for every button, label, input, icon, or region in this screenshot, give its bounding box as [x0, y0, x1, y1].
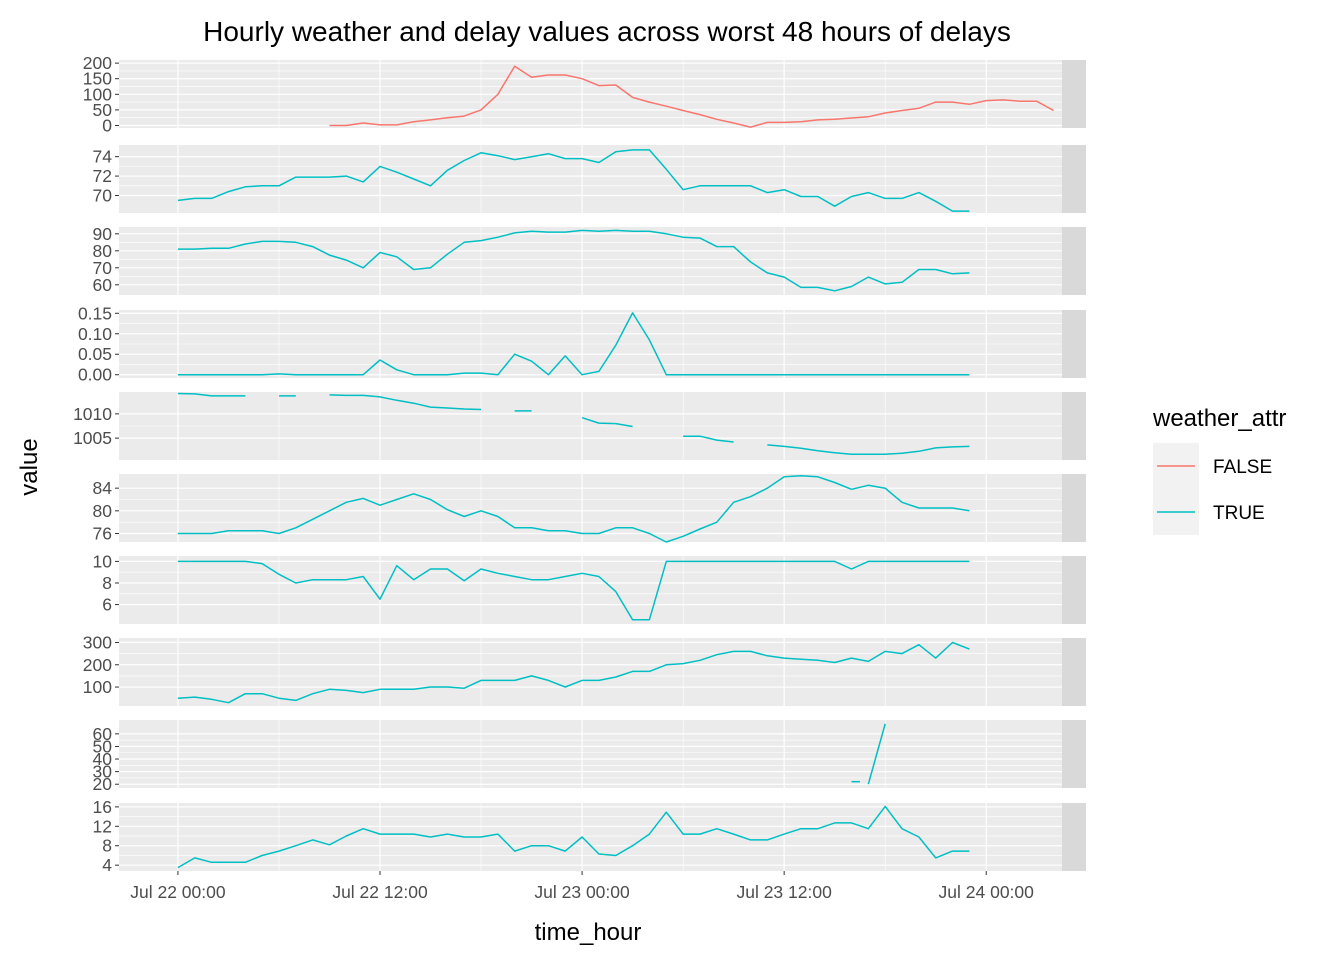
- x-tick-label: Jul 22 00:00: [130, 882, 226, 902]
- legend-title: weather_attr: [1152, 405, 1286, 432]
- y-tick-label: 6: [102, 595, 112, 615]
- facet-panel-7: 6810visib: [93, 551, 1086, 624]
- y-tick-label: 100: [83, 677, 112, 697]
- x-tick-label: Jul 24 00:00: [939, 882, 1035, 902]
- facet-panel-1: 050100150200n_ArrD: [83, 53, 1086, 136]
- y-tick-label: 40: [93, 749, 113, 769]
- y-tick-label: 300: [83, 632, 112, 652]
- y-tick-label: 60: [93, 275, 113, 295]
- y-tick-label: 60: [93, 724, 113, 744]
- x-tick-label: Jul 23 00:00: [534, 882, 630, 902]
- facet-strip: [1062, 638, 1086, 706]
- y-tick-label: 0.05: [78, 344, 112, 364]
- y-tick-label: 12: [93, 816, 112, 836]
- y-tick-label: 200: [83, 53, 112, 73]
- y-tick-label: 16: [93, 797, 112, 817]
- y-tick-label: 50: [93, 100, 113, 120]
- facet-strip: [1062, 145, 1086, 213]
- legend-label-true: TRUE: [1213, 503, 1265, 524]
- y-tick-label: 0.10: [78, 324, 112, 344]
- facet-panel-10: 481216d_spe: [93, 797, 1086, 875]
- facet-strip: [1062, 392, 1086, 460]
- series-line-true: [867, 723, 886, 785]
- facet-strip: [1062, 803, 1086, 871]
- y-tick-label: 90: [93, 224, 113, 244]
- facet-strip: [1062, 474, 1086, 542]
- y-tick-label: 50: [93, 736, 113, 756]
- panel-background: [119, 720, 1062, 788]
- y-tick-label: 200: [83, 655, 112, 675]
- y-tick-label: 8: [102, 836, 112, 856]
- series-line-true: [177, 149, 970, 212]
- facet-strip: [1062, 556, 1086, 624]
- legend: weather_attr FALSE TRUE: [1152, 405, 1286, 535]
- x-tick-label: Jul 23 12:00: [736, 882, 832, 902]
- series-line-true: [177, 392, 246, 397]
- y-tick-label: 80: [93, 241, 113, 261]
- facet-panel-4: 0.000.050.100.15precip: [78, 303, 1086, 385]
- y-tick-label: 84: [93, 478, 113, 498]
- y-tick-label: 1010: [73, 404, 112, 424]
- panel-background: [119, 474, 1062, 542]
- y-tick-label: 8: [102, 573, 112, 593]
- x-tick-label: Jul 22 12:00: [332, 882, 428, 902]
- facet-panels: 050100150200n_ArrD707274dewp60708090humi…: [73, 53, 1086, 875]
- y-tick-label: 1005: [73, 428, 112, 448]
- y-tick-label: 74: [93, 147, 113, 167]
- facet-strip: [1062, 720, 1086, 788]
- y-tick-label: 76: [93, 524, 112, 544]
- x-axis: Jul 22 00:00 Jul 22 12:00 Jul 23 00:00 Jul …: [130, 871, 1034, 902]
- panel-background: [119, 145, 1062, 213]
- series-line-true: [177, 805, 970, 869]
- y-tick-label: 150: [83, 69, 112, 89]
- panel-background: [119, 638, 1062, 706]
- series-line-true: [329, 394, 482, 411]
- series-line-true: [767, 444, 970, 455]
- series-line-true: [177, 312, 970, 376]
- series-line-true: [177, 474, 970, 543]
- facet-strip: [1062, 227, 1086, 295]
- y-tick-label: 30: [93, 762, 113, 782]
- series-line-true: [683, 435, 734, 443]
- facet-panel-2: 707274dewp: [93, 145, 1086, 213]
- y-tick-label: 80: [93, 501, 113, 521]
- y-tick-label: 10: [93, 551, 113, 571]
- y-axis-title: value: [16, 438, 43, 495]
- y-tick-label: 20: [93, 774, 113, 794]
- x-axis-title: time_hour: [535, 919, 642, 946]
- y-tick-label: 72: [93, 166, 112, 186]
- series-line-true: [177, 641, 970, 704]
- chart-title: Hourly weather and delay values across w…: [203, 16, 1011, 47]
- panel-background: [119, 556, 1062, 624]
- panel-background: [119, 803, 1062, 871]
- legend-label-false: FALSE: [1213, 457, 1272, 478]
- y-tick-label: 4: [102, 855, 112, 875]
- facet-panel-9: 2030405060ind_gu: [93, 720, 1086, 794]
- facet-panel-5: 10051010ressur: [73, 392, 1086, 460]
- facet-strip: [1062, 310, 1086, 378]
- y-tick-label: 0.15: [78, 303, 112, 323]
- y-tick-label: 70: [93, 186, 113, 206]
- facet-panel-8: 100200300vind_di: [83, 632, 1086, 706]
- y-tick-label: 70: [93, 258, 113, 278]
- y-tick-label: 0.00: [78, 365, 112, 385]
- panel-background: [119, 227, 1062, 295]
- series-line-false: [329, 65, 1054, 128]
- y-tick-label: 100: [83, 84, 112, 104]
- facet-panel-6: 768084temp: [93, 474, 1086, 544]
- series-line-true: [177, 560, 970, 621]
- y-tick-label: 0: [102, 116, 112, 136]
- series-line-true: [581, 416, 633, 428]
- facet-panel-3: 60708090humid: [93, 224, 1086, 295]
- series-line-true: [177, 229, 970, 292]
- facet-strip: [1062, 60, 1086, 128]
